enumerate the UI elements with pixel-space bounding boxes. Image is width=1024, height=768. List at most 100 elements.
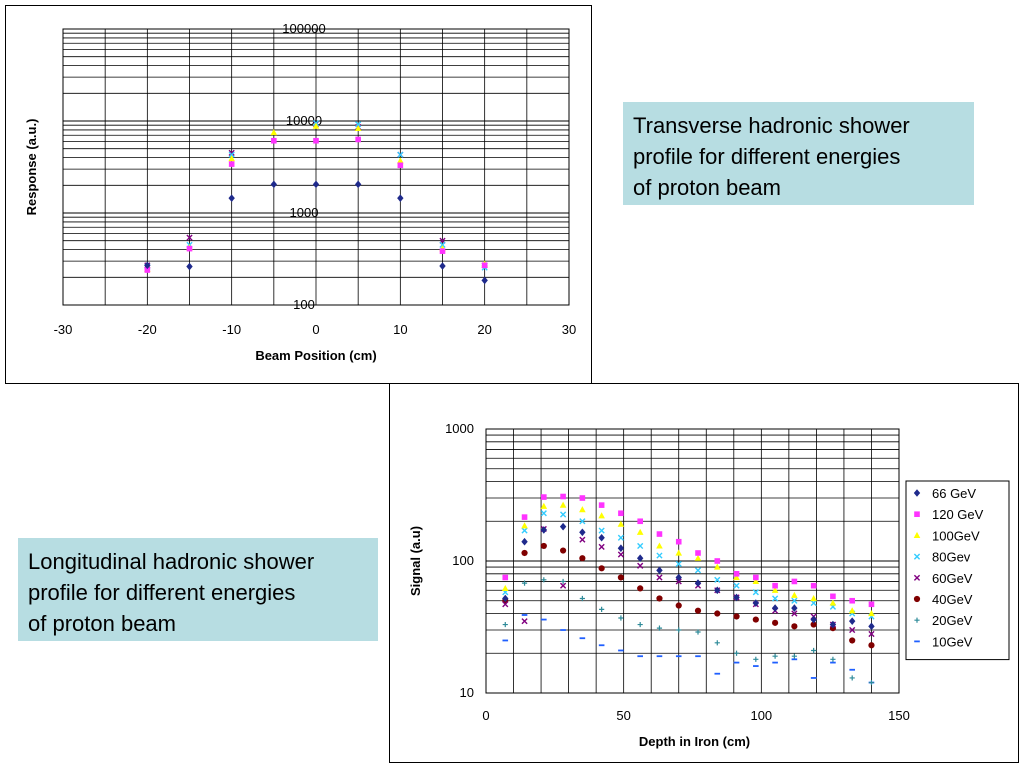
data-point: [675, 538, 682, 545]
data-point: [540, 526, 548, 534]
data-point: [772, 595, 779, 602]
data-point: [186, 262, 193, 271]
data-point: [354, 124, 362, 132]
data-point: [656, 595, 663, 602]
caption-line: Longitudinal hadronic shower: [28, 549, 315, 574]
data-point: [810, 594, 817, 602]
plot-border: [62, 28, 570, 306]
data-point: [810, 599, 817, 607]
legend-label: 10GeV: [932, 634, 973, 649]
data-point: [675, 573, 682, 582]
data-series: [502, 525, 875, 638]
x-tick-label: 0: [312, 322, 319, 337]
data-point: [397, 194, 404, 202]
caption-line: profile for different energies: [28, 580, 296, 605]
data-point: [579, 536, 586, 543]
data-point: [618, 615, 624, 621]
y-tick-label: 1000: [290, 205, 319, 220]
data-point: [598, 533, 605, 542]
data-point: [849, 597, 855, 604]
data-point: [830, 656, 836, 662]
data-point: [439, 241, 446, 248]
data-point: [913, 595, 921, 603]
plot-border: [485, 428, 900, 694]
data-point: [849, 637, 856, 644]
data-point: [354, 180, 362, 189]
data-point: [579, 518, 586, 525]
legend-label: 66 GeV: [932, 486, 976, 501]
data-point: [848, 607, 856, 614]
data-point: [598, 527, 605, 534]
y-axis-label: Response (a.u.): [24, 119, 39, 216]
data-point: [733, 570, 740, 577]
data-point: [521, 537, 528, 546]
data-point: [675, 578, 682, 585]
transverse-chart: 100 1000 10000 100000 -30 -20 -10 0 10 20 30 Beam P…: [24, 21, 576, 363]
data-point: [313, 137, 319, 144]
data-point: [228, 155, 235, 162]
data-point: [675, 560, 682, 568]
data-point: [397, 157, 404, 164]
legend-label: 120 GeV: [932, 507, 984, 522]
data-point: [656, 531, 663, 537]
data-point: [521, 522, 528, 529]
data-point: [521, 514, 528, 520]
data-point: [810, 582, 817, 589]
data-point: [848, 617, 856, 625]
data-point: [637, 621, 643, 628]
data-point: [521, 527, 528, 534]
data-point: [540, 502, 548, 509]
y-tick-label: 1000: [445, 421, 474, 436]
data-series: [502, 577, 875, 686]
data-point: [913, 574, 921, 581]
legend-label: 20GeV: [932, 613, 973, 628]
data-point: [636, 528, 644, 535]
data-point: [791, 591, 798, 598]
legend-box: [905, 480, 1010, 661]
data-point: [617, 551, 625, 558]
data-point: [560, 578, 566, 585]
data-point: [771, 604, 779, 612]
data-point: [579, 528, 586, 537]
data-point: [733, 650, 740, 656]
data-point: [849, 675, 855, 681]
data-point: [598, 543, 605, 550]
data-point: [791, 604, 798, 612]
x-axis-label: Beam Position (cm): [255, 348, 376, 363]
x-tick-label: 150: [888, 708, 910, 723]
data-point: [144, 267, 151, 273]
data-point: [868, 622, 875, 631]
longitudinal-chart-frame: 10 100 1000 0 50 100 150 Depth in Iron (cm) Sign…: [389, 383, 1019, 763]
transverse-caption: Transverse hadronic shower profile for d…: [623, 102, 974, 205]
data-series: [501, 501, 875, 617]
data-point: [228, 149, 235, 156]
data-series: [502, 522, 875, 631]
x-tick-label: 50: [616, 708, 630, 723]
data-point: [914, 511, 920, 517]
data-point: [397, 151, 404, 158]
data-point: [733, 582, 740, 589]
data-series: [502, 510, 875, 620]
data-point: [752, 616, 759, 623]
data-point: [733, 593, 740, 602]
data-point: [521, 580, 528, 586]
data-point: [656, 574, 663, 581]
data-point: [752, 577, 760, 585]
x-tick-label: 10: [393, 322, 407, 337]
y-tick-label: 10000: [286, 113, 322, 128]
data-point: [598, 512, 605, 519]
data-point: [579, 595, 585, 602]
data-point: [144, 261, 151, 270]
data-point: [695, 629, 701, 635]
data-point: [733, 573, 740, 581]
data-point: [772, 582, 778, 589]
data-point: [521, 549, 528, 557]
data-point: [811, 647, 817, 654]
y-tick-label: 100: [293, 297, 315, 312]
data-point: [560, 493, 566, 500]
data-point: [830, 593, 836, 600]
data-point: [502, 574, 509, 581]
data-point: [714, 640, 720, 646]
caption-line: of proton beam: [28, 611, 176, 636]
data-point: [791, 623, 798, 630]
